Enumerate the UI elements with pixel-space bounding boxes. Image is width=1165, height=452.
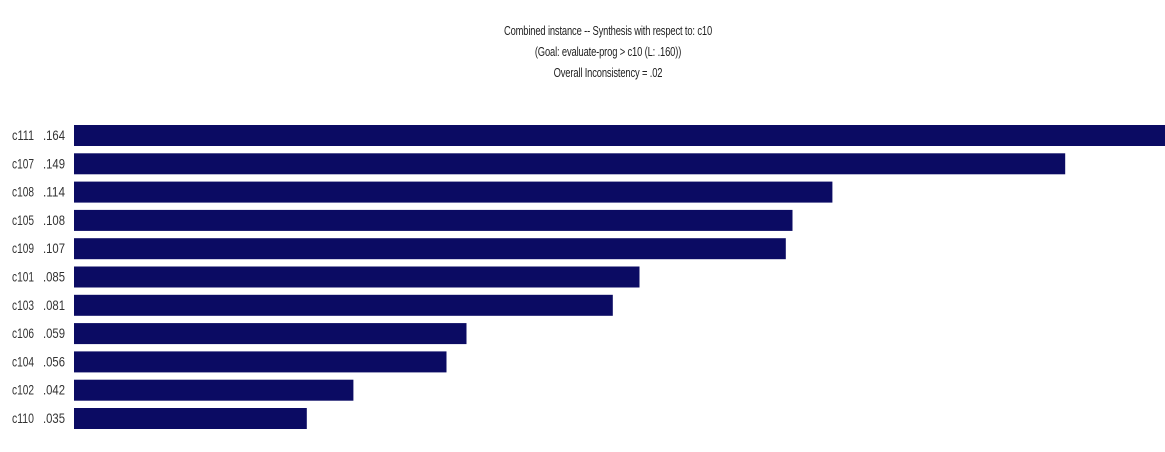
bar	[74, 323, 467, 345]
value-label: .035	[43, 410, 65, 426]
category-label: c104	[12, 353, 34, 369]
category-label: c109	[12, 240, 34, 256]
bar-row-c111: c111 .164	[12, 125, 1165, 146]
bar-row-c105: c105 .108	[12, 209, 793, 231]
category-label: c108	[12, 184, 34, 200]
bar	[74, 153, 1066, 175]
bar	[74, 238, 786, 260]
bar	[74, 266, 640, 288]
bar-row-c104: c104 .056	[12, 351, 447, 373]
category-label: c102	[12, 382, 34, 398]
value-label: .149	[43, 155, 65, 171]
bar-row-c101: c101 .085	[12, 266, 640, 288]
value-label: .107	[43, 240, 65, 256]
bar-row-c107: c107 .149	[12, 153, 1066, 175]
category-label: c110	[12, 410, 34, 426]
category-label: c107	[12, 155, 34, 171]
chart-title: Combined instance -- Synthesis with resp…	[503, 23, 713, 38]
bar-row-c108: c108 .114	[12, 181, 833, 203]
value-label: .059	[43, 325, 65, 341]
category-label: c103	[12, 297, 34, 313]
value-label: .085	[43, 269, 65, 285]
goal-line: (Goal: evaluate-prog > c10 (L: .160))	[534, 44, 682, 59]
chart-header: Combined instance -- Synthesis with resp…	[170, 20, 1046, 83]
bar-row-c106: c106 .059	[12, 323, 467, 345]
bar	[74, 294, 613, 316]
bar	[74, 351, 447, 373]
bar	[74, 209, 793, 231]
bar	[74, 181, 833, 203]
value-label: .108	[43, 212, 65, 228]
value-label: .081	[43, 297, 65, 313]
bar-row-c102: c102 .042	[12, 379, 354, 401]
value-label: .164	[43, 127, 65, 143]
bar-row-c109: c109 .107	[12, 238, 786, 260]
bar-row-c103: c103 .081	[12, 294, 613, 316]
category-label: c111	[12, 127, 34, 143]
bar	[74, 379, 354, 401]
category-label: c106	[12, 325, 34, 341]
inconsistency-line: Overall Inconsistency = .02	[553, 65, 663, 80]
value-label: .042	[43, 382, 65, 398]
value-label: .114	[43, 184, 65, 200]
category-label: c101	[12, 269, 34, 285]
bar-row-c110: c110 .035	[12, 408, 307, 429]
bar	[74, 125, 1165, 146]
value-label: .056	[43, 353, 65, 369]
category-label: c105	[12, 212, 34, 228]
bar	[74, 408, 307, 429]
